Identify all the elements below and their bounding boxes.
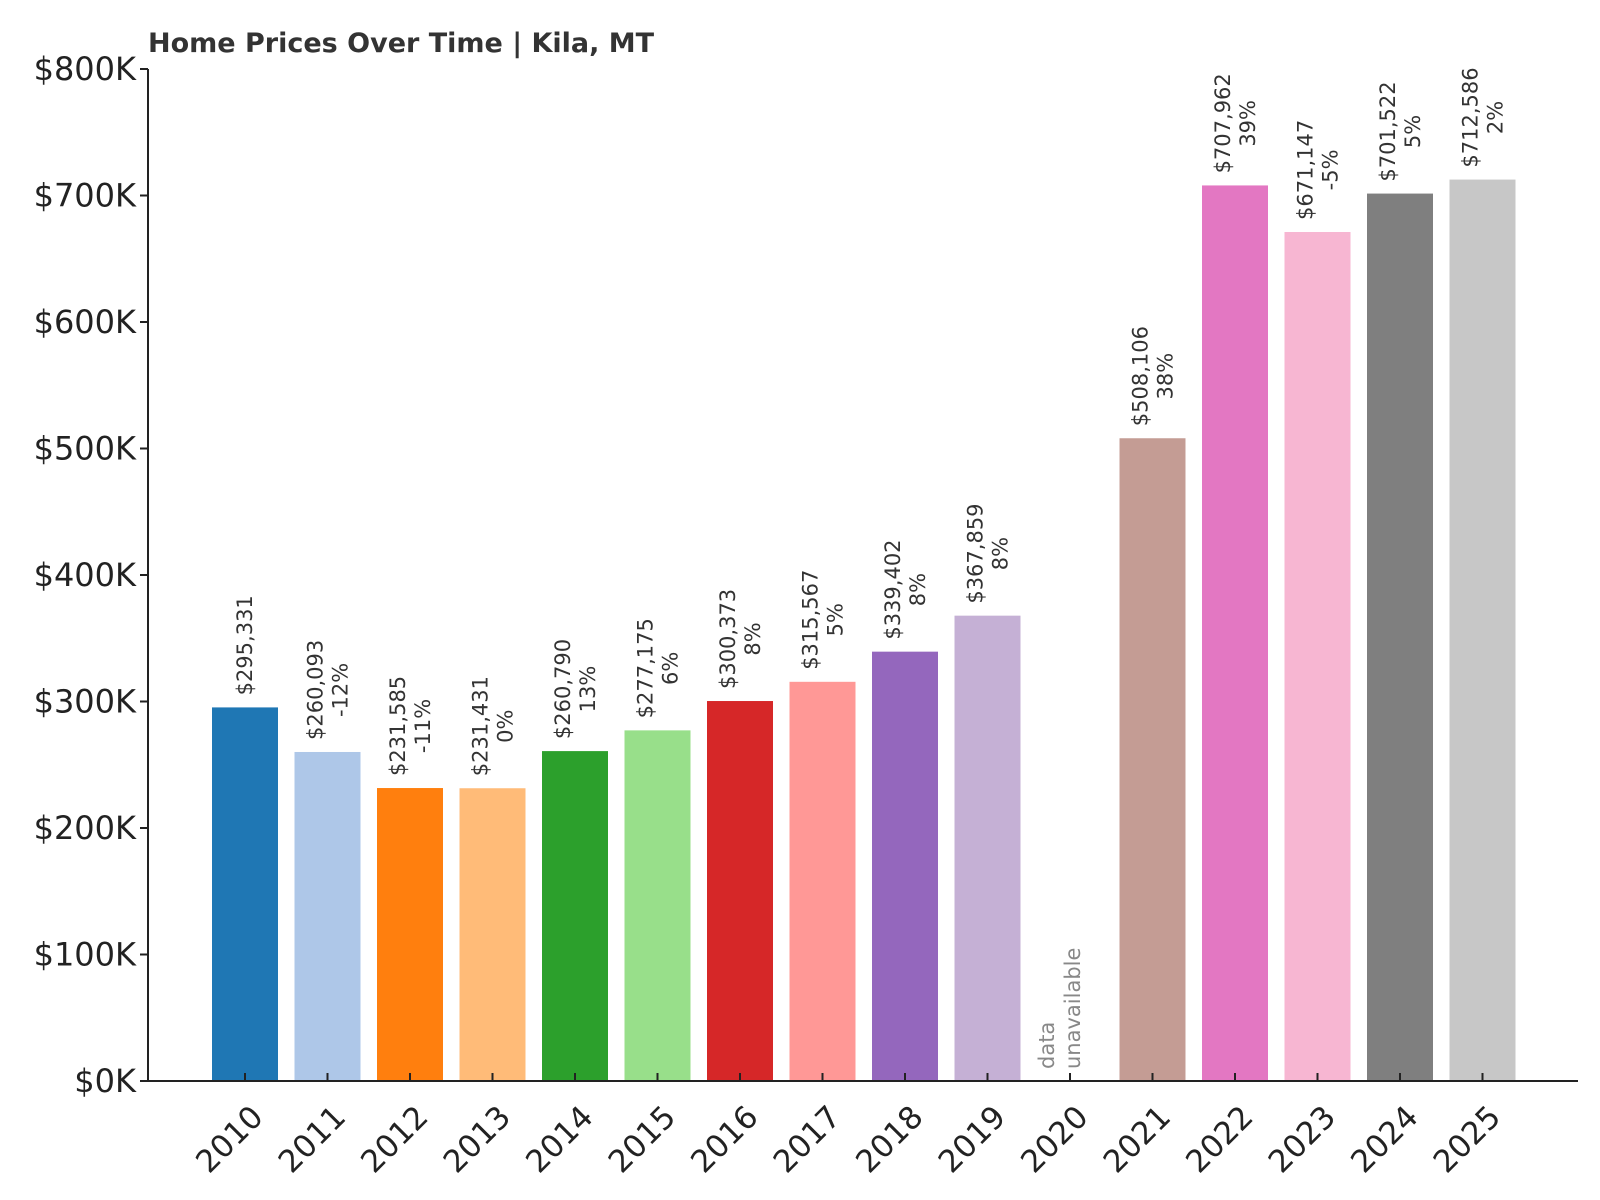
data-labels-layer: $295,331 $260,093 -12% $231,585 -11% $231,431… <box>233 67 1508 1069</box>
x-tick-label: 2011 <box>272 1099 353 1180</box>
change-label: 8% <box>741 622 765 655</box>
value-label: $231,431 <box>469 676 493 776</box>
data-label-2019: $367,859 8% <box>964 503 1013 603</box>
data-label-2011: $260,093 -12% <box>304 640 353 740</box>
value-label: $339,402 <box>881 539 905 639</box>
x-tick-label: 2012 <box>354 1099 435 1180</box>
value-label: $701,522 <box>1376 81 1400 181</box>
y-tick-label: $400K <box>34 556 137 594</box>
y-tick-label: $600K <box>34 303 137 341</box>
x-tick-label: 2025 <box>1427 1099 1508 1180</box>
x-tick-label: 2013 <box>437 1099 518 1180</box>
x-tick-label: 2016 <box>684 1099 765 1180</box>
missing-data-line: data <box>1035 1022 1059 1069</box>
missing-data-line: unavailable <box>1061 948 1085 1069</box>
change-label: 5% <box>1401 115 1425 148</box>
y-tick-label: $200K <box>34 809 137 847</box>
bar-2025 <box>1449 179 1516 1081</box>
value-label: $712,586 <box>1459 67 1483 167</box>
y-tick-label: $700K <box>34 177 137 215</box>
data-label-2015: $277,175 6% <box>634 618 683 718</box>
change-label: 2% <box>1484 101 1508 134</box>
bar-2021 <box>1119 438 1186 1081</box>
bar-2023 <box>1284 232 1351 1081</box>
x-tick-label: 2015 <box>602 1099 683 1180</box>
value-label: $300,373 <box>716 589 740 689</box>
data-label-2010: $295,331 <box>233 595 257 695</box>
bar-2019 <box>954 615 1021 1081</box>
change-label: -12% <box>329 663 353 717</box>
change-label: -5% <box>1319 149 1343 190</box>
x-tick-label: 2010 <box>189 1099 270 1180</box>
bar-2022 <box>1202 185 1268 1081</box>
x-tick-label: 2019 <box>932 1099 1013 1180</box>
data-label-2021: $508,106 38% <box>1129 326 1178 426</box>
x-tick-label: 2023 <box>1262 1099 1343 1180</box>
value-label: $508,106 <box>1129 326 1153 426</box>
x-tick-label: 2018 <box>849 1099 930 1180</box>
bar-2017 <box>789 681 856 1081</box>
change-label: 8% <box>989 537 1013 570</box>
x-tick-label: 2021 <box>1097 1099 1178 1180</box>
change-label: 39% <box>1236 100 1260 147</box>
data-label-2024: $701,522 5% <box>1376 81 1425 181</box>
value-label: $367,859 <box>964 503 988 603</box>
bar-2018 <box>872 651 938 1081</box>
data-label-2017: $315,567 5% <box>799 570 848 670</box>
data-label-2022: $707,962 39% <box>1211 73 1260 173</box>
value-label: $260,790 <box>551 639 575 739</box>
data-label-2018: $339,402 8% <box>881 539 930 639</box>
data-label-2025: $712,586 2% <box>1459 67 1508 167</box>
change-label: 0% <box>494 709 518 742</box>
data-label-2023: $671,147 -5% <box>1294 120 1343 220</box>
data-label-2014: $260,790 13% <box>551 639 600 739</box>
bar-2012 <box>377 788 443 1081</box>
y-tick-label: $500K <box>34 430 137 468</box>
x-tick-label: 2024 <box>1344 1099 1425 1180</box>
y-tick-label: $300K <box>34 683 137 721</box>
value-label: $671,147 <box>1294 120 1318 220</box>
change-label: 6% <box>659 652 683 685</box>
data-label-2013: $231,431 0% <box>469 676 518 776</box>
x-tick-label: 2014 <box>519 1099 600 1180</box>
value-label: $277,175 <box>634 618 658 718</box>
chart-title: Home Prices Over Time | Kila, MT <box>148 28 655 59</box>
bar-2011 <box>294 751 361 1081</box>
bar-2010 <box>212 707 278 1081</box>
bar-2016 <box>707 701 773 1081</box>
value-label: $231,585 <box>386 676 410 776</box>
x-tick-label: 2017 <box>767 1099 848 1180</box>
bars-layer <box>212 179 1516 1081</box>
data-label-2016: $300,373 8% <box>716 589 765 689</box>
y-tick-label: $100K <box>34 936 137 974</box>
change-label: -11% <box>411 699 435 753</box>
change-label: 13% <box>576 666 600 713</box>
missing-data-label: data unavailable <box>1035 948 1085 1069</box>
value-label: $260,093 <box>304 640 328 740</box>
bar-2015 <box>624 730 691 1081</box>
change-label: 5% <box>824 603 848 636</box>
change-label: 38% <box>1154 353 1178 400</box>
bar-2014 <box>542 751 608 1081</box>
x-tick-label: 2020 <box>1014 1099 1095 1180</box>
change-label: 8% <box>906 573 930 606</box>
data-label-2012: $231,585 -11% <box>386 676 435 776</box>
y-tick-label: $800K <box>34 50 137 88</box>
bar-2013 <box>459 788 526 1081</box>
value-label: $295,331 <box>233 595 257 695</box>
y-tick-label: $0K <box>74 1062 137 1100</box>
x-tick-label: 2022 <box>1179 1099 1260 1180</box>
value-label: $707,962 <box>1211 73 1235 173</box>
value-label: $315,567 <box>799 570 823 670</box>
bar-2024 <box>1367 193 1433 1081</box>
